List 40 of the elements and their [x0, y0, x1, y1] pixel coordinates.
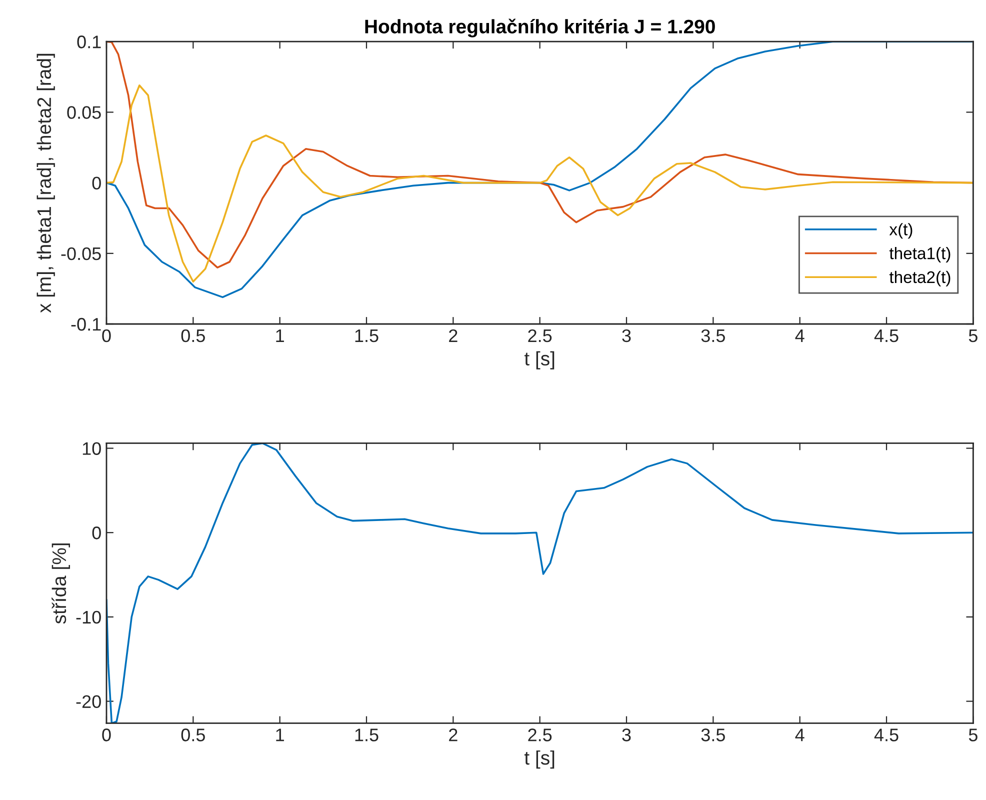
- x-tick-label: 4: [795, 728, 804, 742]
- y-tick-label: 0: [92, 176, 101, 190]
- x-tick-label: 1: [276, 728, 284, 742]
- x-tick-label: 0: [102, 329, 111, 342]
- y-tick-label: -0.1: [71, 318, 101, 331]
- x-tick-label: 2: [449, 329, 458, 342]
- y-tick-label: -20: [76, 695, 101, 708]
- x-tick-label: 4: [795, 330, 804, 342]
- legend-label: x(t): [889, 223, 912, 239]
- x-tick-label: 2.5: [528, 329, 552, 342]
- y-axis-title: střída [%]: [52, 544, 70, 624]
- x-tick-label: 1: [276, 330, 284, 342]
- x-tick-label: 5: [968, 330, 978, 342]
- x-tick-label: 3: [622, 329, 631, 342]
- x-tick-label: 0.5: [181, 728, 205, 742]
- x-tick-label: 1.5: [355, 728, 378, 742]
- y-tick-label: -10: [76, 610, 101, 624]
- y-tick-label: 10: [82, 442, 101, 455]
- line-series: [106, 443, 974, 724]
- x-tick-label: 2: [449, 728, 458, 742]
- chart-title: Hodnota regulačního kritéria J = 1.290: [365, 18, 715, 38]
- x-axis-title: t [s]: [524, 351, 554, 370]
- legend-label: theta2(t): [889, 270, 950, 286]
- y-tick-label: 0.05: [67, 106, 101, 119]
- x-axis-title: t [s]: [524, 750, 554, 769]
- x-tick-label: 4.5: [874, 330, 898, 342]
- x-tick-label: 1.5: [355, 330, 378, 342]
- x-tick-label: 2.5: [528, 728, 552, 742]
- x-tick-label: 3: [622, 728, 631, 742]
- y-tick-label: 0: [92, 526, 101, 540]
- x-tick-label: 3.5: [701, 728, 725, 742]
- legend-label: theta1(t): [889, 247, 950, 263]
- y-tick-label: -0.05: [61, 247, 101, 260]
- x-tick-label: 5: [968, 728, 978, 742]
- x-tick-label: 4.5: [874, 728, 898, 742]
- x-tick-label: 0: [102, 728, 111, 742]
- y-axis-title: x [m], theta1 [rad], theta2 [rad]: [36, 54, 55, 313]
- x-tick-label: 0.5: [181, 329, 205, 342]
- y-tick-label: 0.1: [77, 36, 101, 48]
- x-tick-label: 3.5: [701, 329, 725, 342]
